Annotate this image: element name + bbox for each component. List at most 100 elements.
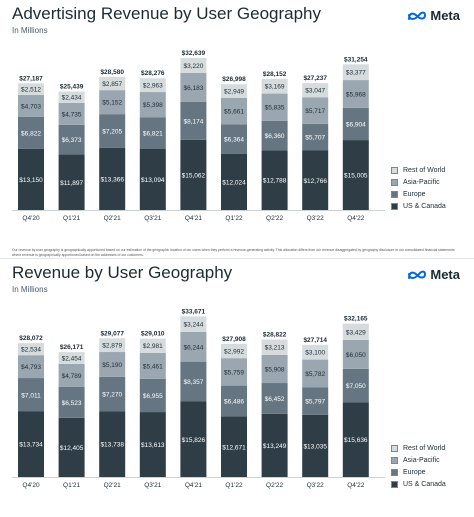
x-axis-tick-label: Q1'22 <box>225 482 243 489</box>
bar-segment-asia-pacific <box>18 355 44 379</box>
legend-item: Rest of World <box>391 445 446 452</box>
x-axis-tick-label: Q4'22 <box>347 482 365 489</box>
bar-total-label: $33,671 <box>182 308 206 315</box>
segment-value-label: $5,398 <box>143 102 163 109</box>
legend-label: US & Canada <box>403 203 446 210</box>
bar-segment-asia-pacific <box>221 358 247 386</box>
bar-segment-asia-pacific <box>99 90 126 115</box>
segment-value-label: $12,766 <box>303 178 327 185</box>
legend-item: Europe <box>391 469 446 476</box>
segment-value-label: $12,024 <box>222 179 246 186</box>
bar-segment-us-canada <box>342 402 369 477</box>
bar-segment-us-canada <box>261 150 288 210</box>
bar-segment-rest-of_world <box>99 338 126 353</box>
segment-value-label: $8,174 <box>183 118 203 125</box>
bar-segment-rest-of_world <box>342 64 369 81</box>
legend-label: Europe <box>403 191 426 198</box>
advertising-revenue-panel: Advertising Revenue by User Geography In… <box>0 0 474 258</box>
bar-segment-us-canada <box>302 150 329 210</box>
x-axis-tick-label: Q3'21 <box>144 215 162 222</box>
segment-value-label: $2,981 <box>143 343 163 350</box>
segment-value-label: $5,661 <box>224 109 244 116</box>
segment-value-label: $4,789 <box>62 373 82 380</box>
segment-value-label: $6,822 <box>21 130 41 137</box>
bar-segment-europe <box>342 368 369 403</box>
bar-segment-europe <box>139 117 166 149</box>
bar-segment-us-canada <box>99 147 126 210</box>
bar-total-label: $28,580 <box>100 69 124 76</box>
bar-segment-rest-of_world <box>342 323 369 340</box>
bar-total-label: $26,998 <box>222 76 246 83</box>
segment-value-label: $7,205 <box>102 128 122 135</box>
x-axis-tick-label: Q2'21 <box>104 482 122 489</box>
segment-value-label: $6,452 <box>265 396 285 403</box>
segment-value-label: $5,717 <box>305 108 325 115</box>
chart-title: Advertising Revenue by User Geography <box>12 4 321 23</box>
segment-value-label: $13,150 <box>19 177 43 184</box>
x-axis-tick-label: Q4'20 <box>22 215 40 222</box>
x-axis-tick-label: Q4'21 <box>185 215 203 222</box>
segment-value-label: $3,169 <box>265 84 285 91</box>
bar-segment-asia-pacific <box>99 352 126 377</box>
bar-segment-europe <box>180 101 207 140</box>
bar-segment-rest-of_world <box>302 344 329 360</box>
bar-segment-rest-of_world <box>221 84 247 98</box>
x-axis-tick-label: Q2'22 <box>266 215 284 222</box>
bar-segment-europe <box>99 114 126 148</box>
stacked-bar-chart: $13,150 $6,822 $4,703 $2,512 $27,187 Q4'20 $11… <box>12 50 385 222</box>
segment-value-label: $5,152 <box>102 100 122 107</box>
legend-item: Rest of World <box>391 167 446 174</box>
bar-segment-rest-of_world <box>261 78 288 94</box>
bar-total-label: $31,254 <box>344 56 368 63</box>
segment-value-label: $6,955 <box>143 393 163 400</box>
legend-label: Rest of World <box>403 167 446 174</box>
bar-total-label: $26,171 <box>60 344 84 351</box>
bar-segment-asia-pacific <box>342 80 369 108</box>
segment-value-label: $2,454 <box>62 356 82 363</box>
bar-segment-asia-pacific <box>261 354 288 384</box>
segment-value-label: $8,357 <box>183 379 203 386</box>
x-axis-tick-label: Q1'21 <box>63 215 81 222</box>
x-axis-tick-label: Q4'21 <box>185 482 203 489</box>
logo-text: Meta <box>430 8 460 23</box>
bar-segment-asia-pacific <box>58 102 85 125</box>
bar-segment-europe <box>18 116 44 149</box>
segment-value-label: $2,512 <box>21 87 41 94</box>
x-axis-tick-label: Q4'20 <box>22 482 40 489</box>
bar-segment-rest-of_world <box>139 78 166 93</box>
legend-swatch <box>391 481 398 488</box>
segment-value-label: $2,963 <box>143 83 163 90</box>
segment-value-label: $6,486 <box>224 399 244 406</box>
bar-total-label: $29,010 <box>141 331 165 338</box>
legend-item: Europe <box>391 191 446 198</box>
bar-segment-asia-pacific <box>180 331 207 362</box>
legend-swatch <box>391 457 398 464</box>
bar-segment-europe <box>180 361 207 402</box>
meta-infinity-icon <box>408 11 427 20</box>
x-axis-tick-label: Q3'22 <box>307 482 325 489</box>
bar-total-label: $28,152 <box>263 71 287 78</box>
legend-label: US & Canada <box>403 481 446 488</box>
revenue-panel: Revenue by User Geography In Millions Me… <box>0 259 474 517</box>
segment-value-label: $3,047 <box>305 88 325 95</box>
segment-value-label: $5,190 <box>102 362 122 369</box>
bar-segment-asia-pacific <box>180 72 207 102</box>
bar-segment-rest-of_world <box>139 338 166 353</box>
bar-segment-europe <box>221 124 247 154</box>
segment-value-label: $13,094 <box>141 177 165 184</box>
bar-segment-rest-of_world <box>99 76 126 91</box>
bar-segment-europe <box>139 378 166 413</box>
bar-segment-us-canada <box>18 148 44 210</box>
x-axis-tick-label: Q3'22 <box>307 215 325 222</box>
segment-value-label: $5,835 <box>265 105 285 112</box>
segment-value-label: $6,244 <box>183 344 203 351</box>
segment-value-label: $13,035 <box>303 443 327 450</box>
bar-segment-europe <box>58 386 85 418</box>
bar-segment-rest-of_world <box>180 316 207 332</box>
meta-logo: Meta <box>407 8 460 23</box>
segment-value-label: $5,707 <box>305 135 325 142</box>
bar-segment-asia-pacific <box>261 93 288 121</box>
bar-segment-rest-of_world <box>58 91 85 103</box>
segment-value-label: $5,782 <box>305 371 325 378</box>
bar-segment-rest-of_world <box>18 83 44 96</box>
